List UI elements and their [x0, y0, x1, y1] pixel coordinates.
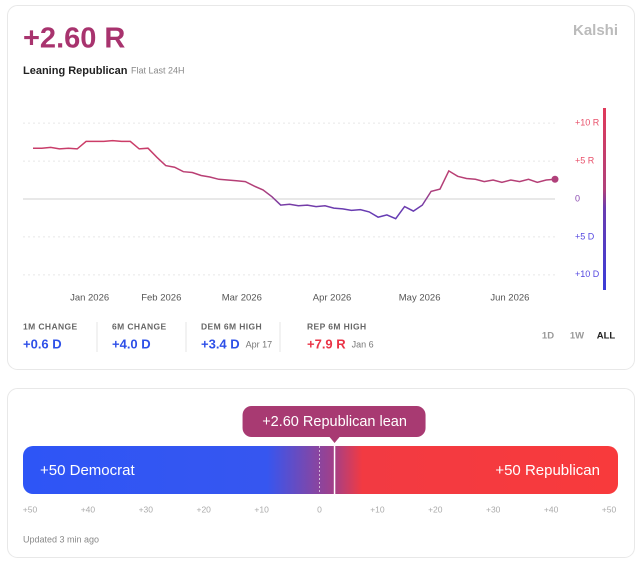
stat-value: +3.4 D [201, 336, 240, 351]
scale-tick-label: +50 [23, 504, 38, 514]
stat-label: DEM 6M HIGH [201, 321, 262, 331]
last-point [551, 175, 559, 183]
y-tick-label: +10 R [575, 118, 600, 128]
brand: Kalshi [573, 22, 618, 39]
x-tick-label: Jun 2026 [490, 293, 529, 304]
scale-tick-label: +20 [196, 504, 211, 514]
chart-card [7, 5, 635, 370]
series-line [33, 139, 556, 220]
x-tick-label: Feb 2026 [141, 293, 181, 304]
scale-tick-label: +40 [544, 504, 559, 514]
scale-tick-label: +10 [370, 504, 385, 514]
stat-label: 1M CHANGE [23, 321, 78, 331]
lean-tooltip-text: +2.60 Republican lean [262, 414, 407, 430]
right-label: +50 Republican [495, 462, 600, 479]
stat-label: 6M CHANGE [112, 321, 167, 331]
scale-tick-label: +50 [602, 504, 617, 514]
scale-tick-label: +10 [254, 504, 269, 514]
stat-value: +4.0 D [112, 336, 151, 351]
lean-bar [23, 446, 618, 494]
note: Flat Last 24H [131, 65, 185, 75]
x-tick-label: Mar 2026 [222, 293, 262, 304]
range-tab[interactable]: 1D [542, 331, 554, 342]
scale-tick-label: +40 [81, 504, 96, 514]
range-tab[interactable]: 1W [570, 331, 584, 342]
updated: Updated 3 min ago [23, 534, 99, 544]
y-tick-label: +5 D [575, 231, 595, 241]
stat-date: Jan 6 [352, 339, 374, 349]
stats: 1M CHANGE +0.6 D 6M CHANGE +4.0 D DEM 6M HIG… [23, 321, 374, 351]
range-tabs: 1D 1W ALL [542, 331, 616, 342]
stat-value: +7.9 R [307, 336, 346, 351]
range-tab[interactable]: ALL [597, 331, 616, 342]
stat-value: +0.6 D [23, 336, 62, 351]
left-label: +50 Democrat [40, 462, 135, 479]
lean-tooltip [242, 406, 426, 437]
tooltip-arrow [329, 437, 340, 443]
stat-date: Apr 17 [246, 339, 273, 349]
scale-tick-label: 0 [317, 504, 322, 514]
y-tick-label: +5 R [575, 155, 595, 165]
scale-tick-label: +20 [428, 504, 443, 514]
x-tick-label: Jan 2026 [70, 293, 109, 304]
current-value: +2.60 R [23, 23, 125, 55]
color-bar [603, 108, 606, 290]
y-tick-label: +10 D [575, 269, 600, 279]
stat-label: REP 6M HIGH [307, 321, 367, 331]
scale-tick-label: +30 [486, 504, 501, 514]
y-tick-label: 0 [575, 193, 580, 203]
x-tick-label: Apr 2026 [313, 293, 352, 304]
plot: +10 R +5 R 0 +5 D +10 D Jan 2026 Feb 2026 Mar 2… [23, 118, 600, 304]
subtitle: Leaning Republican [23, 65, 128, 77]
scale: +50 +40 +30 +20 +10 0 +10 +20 +30 +40 +50 +2.60 Rep… [23, 406, 617, 514]
scale-tick-label: +30 [139, 504, 154, 514]
x-tick-label: May 2026 [399, 293, 441, 304]
